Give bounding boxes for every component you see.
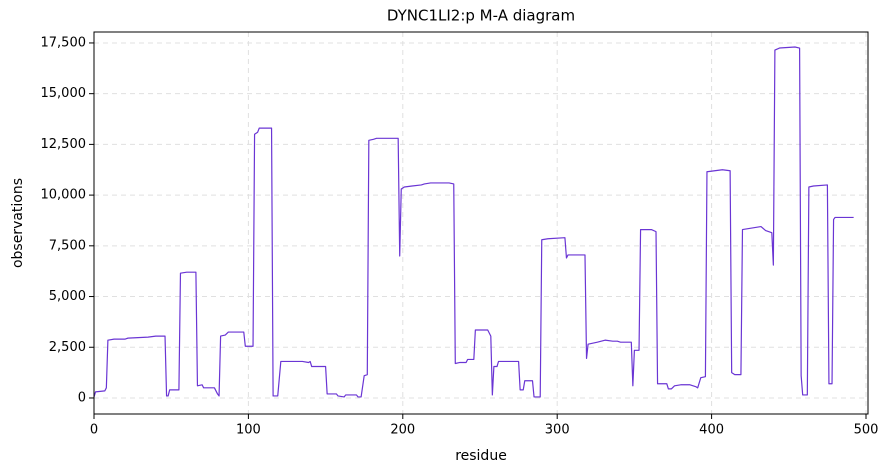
x-tick-label: 0 bbox=[90, 423, 98, 438]
y-tick-label: 17,500 bbox=[41, 35, 87, 50]
chart-title: DYNC1LI2:p M-A diagram bbox=[387, 7, 575, 25]
y-tick-label: 12,500 bbox=[41, 137, 87, 152]
y-tick-label: 0 bbox=[78, 390, 86, 405]
x-tick-label: 100 bbox=[236, 423, 261, 438]
y-tick-label: 7,500 bbox=[49, 238, 86, 253]
x-tick-label: 500 bbox=[854, 423, 879, 438]
y-tick-label: 10,000 bbox=[41, 188, 87, 203]
x-tick-label: 200 bbox=[390, 423, 415, 438]
y-tick-label: 15,000 bbox=[41, 86, 87, 101]
x-tick-label: 400 bbox=[699, 423, 724, 438]
plot-frame bbox=[93, 31, 869, 415]
y-tick-label: 2,500 bbox=[49, 340, 86, 355]
y-tick-label: 5,000 bbox=[49, 289, 86, 304]
x-tick-label: 300 bbox=[545, 423, 570, 438]
y-axis-label: observations bbox=[10, 178, 26, 268]
data-line bbox=[93, 46, 854, 398]
x-axis-label: residue bbox=[455, 448, 507, 464]
